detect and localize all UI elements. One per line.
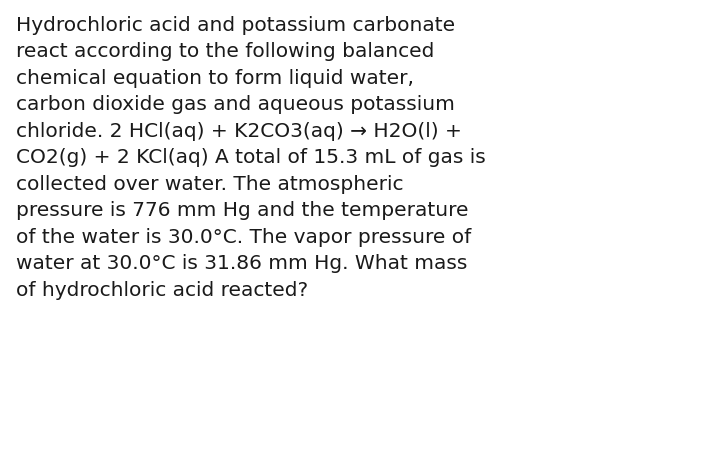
Text: Hydrochloric acid and potassium carbonate
react according to the following balan: Hydrochloric acid and potassium carbonat… xyxy=(16,16,485,299)
